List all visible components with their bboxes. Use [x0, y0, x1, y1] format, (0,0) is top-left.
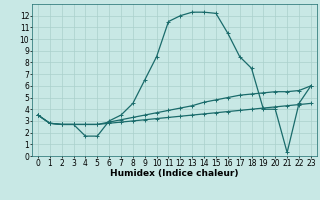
X-axis label: Humidex (Indice chaleur): Humidex (Indice chaleur)	[110, 169, 239, 178]
